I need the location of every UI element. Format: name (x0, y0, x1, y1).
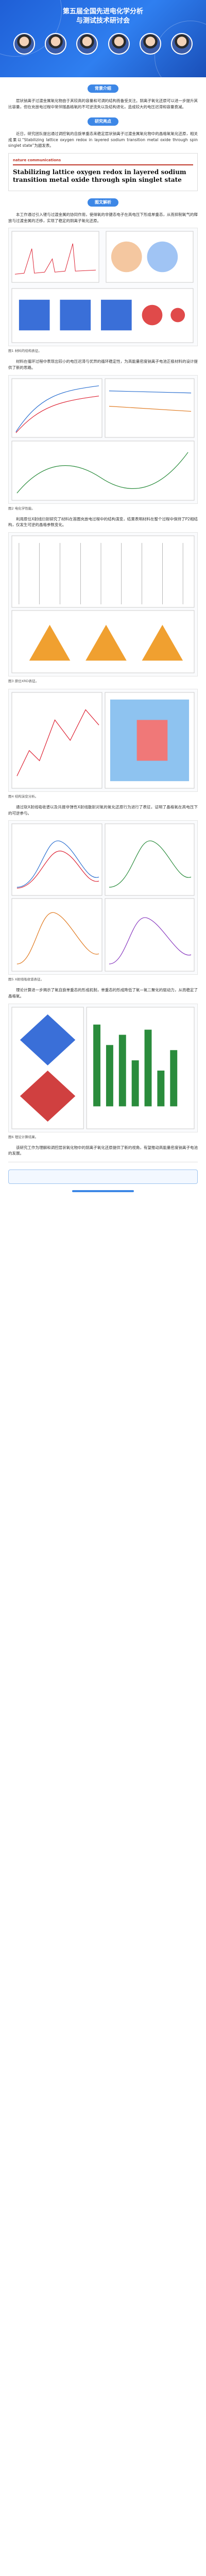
body-paragraph: 利用原位X射线衍射研究了材料在首圈充放电过程中的结构演变，结果表明材料在整个过程… (8, 516, 198, 528)
body-paragraph: 该研究工作为理解和调控层状氧化物中的阴离子氧化还原提供了新的视角，有望推动高能量… (8, 1145, 198, 1156)
figure-caption: 图6 理论计算结果。 (8, 1134, 39, 1139)
figure-caption: 图4 结构演变分析。 (8, 794, 39, 799)
event-banner[interactable]: 第五届全国先进电化学分析 与测试技术研讨会 (0, 0, 206, 77)
figure-image[interactable] (8, 228, 198, 347)
body-paragraph: 通过软X射线吸收谱以及共振非弹性X射线散射对氧的氧化还原行为进行了表征，证明了晶… (8, 805, 198, 816)
speaker-photo (9, 33, 39, 56)
figure-image[interactable] (8, 532, 198, 677)
bottom-tag (72, 1190, 134, 1193)
section-heading: 图文解析 (0, 198, 206, 207)
speaker-photo (135, 33, 165, 56)
paper-title: Stabilizing lattice oxygen redox in laye… (13, 168, 186, 183)
figure-image[interactable] (8, 1003, 198, 1132)
body-paragraph: 层状钠离子过渡金属氧化物由于其较高的容量和可调的结构而备受关注。阴离子氧化还原可… (8, 98, 198, 110)
body-paragraph: 材料在循环过程中表现出较小的电压迟滞与优异的循环稳定性，为高能量密度钠离子电池正… (8, 359, 198, 370)
figure-image[interactable] (8, 375, 198, 504)
banner-title: 第五届全国先进电化学分析 与测试技术研讨会 (62, 8, 143, 25)
article-page: 第五届全国先进电化学分析 与测试技术研讨会 背景介绍 层状钠离子过渡金属氧化物由… (0, 0, 206, 1213)
speaker-photo (167, 33, 197, 56)
figure-caption: 图3 原位XRD表征。 (8, 679, 39, 684)
figure-caption: 图5 X射线吸收谱表征。 (8, 977, 44, 982)
speaker-row (9, 33, 197, 56)
speaker-photo (72, 33, 102, 56)
figure-image[interactable] (8, 689, 198, 792)
body-paragraph: 近日，研究团队提出通过调控氧的自旋单重态来稳定层状钠离子过渡金属氧化物中的晶格氧… (8, 131, 198, 148)
speaker-photo (41, 33, 71, 56)
figure-caption: 图1 材料的结构表征。 (8, 349, 42, 353)
section-heading: 研究亮点 (0, 117, 206, 126)
body-paragraph: 理论计算进一步揭示了氧自旋单重态的形成机制，单重态的形成降低了氧—氧二聚化的驱动… (8, 988, 198, 999)
speaker-photo (104, 33, 134, 56)
section-heading: 背景介绍 (0, 84, 206, 93)
figure-caption: 图2 电化学性能。 (8, 506, 35, 511)
figure-image[interactable] (8, 820, 198, 975)
journal-name: nature communications (13, 158, 193, 165)
paper-header-card: nature communications Stabilizing lattic… (8, 152, 198, 191)
footer-card (8, 1170, 198, 1184)
body-paragraph: 本工作通过引入锂与过渡金属的协同作用，使得氧的非键态电子在高电压下形成单重态，从… (8, 212, 198, 223)
